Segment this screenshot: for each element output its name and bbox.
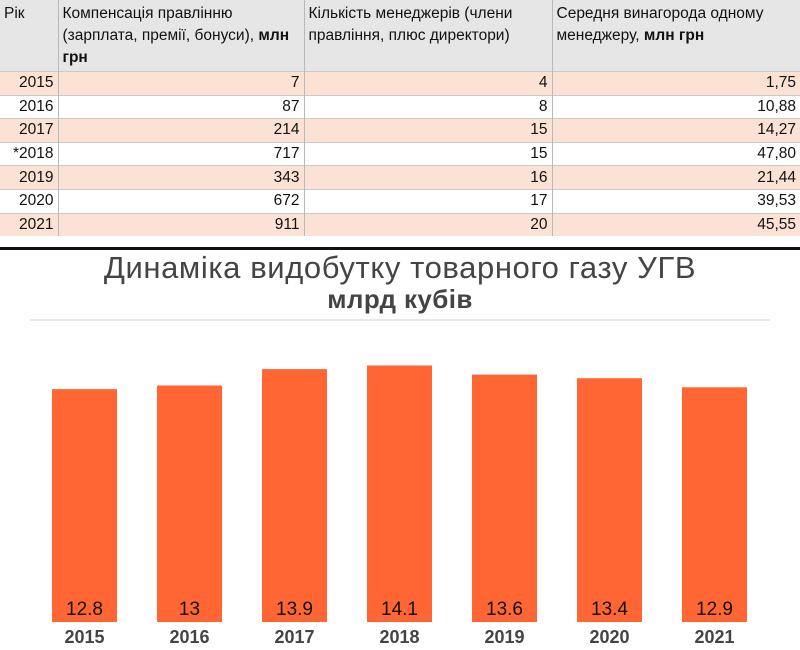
compensation-table: Рік Компенсація правлінню (зарплата, пре…: [0, 0, 800, 237]
x-tick-label: 2021: [694, 627, 734, 647]
chart-subtitle: млрд кубів: [327, 284, 473, 314]
cell-average-reward: 39,53: [552, 188, 800, 214]
cell-managers-count: 16: [304, 165, 553, 190]
bar-2020: [577, 378, 642, 622]
header-compensation: Компенсація правлінню (зарплата, премії,…: [58, 0, 305, 72]
cell-year: 2016: [0, 94, 59, 119]
cell-compensation: 911: [58, 212, 305, 237]
cell-managers-count: 17: [304, 188, 553, 214]
bar-value-label: 13.4: [591, 599, 628, 620]
cell-compensation: 672: [58, 188, 305, 214]
table-row: *2018 717 15 47,80: [0, 141, 800, 166]
bar-2016: [157, 385, 222, 622]
cell-average-reward: 47,80: [552, 141, 800, 166]
table-row: 2021 911 20 45,55: [0, 212, 800, 237]
table-row: 2015 7 4 1,75: [0, 71, 800, 96]
cell-compensation: 717: [58, 141, 305, 166]
cell-average-reward: 45,55: [552, 212, 800, 237]
cell-year: 2019: [0, 165, 59, 190]
table-body: 2015 7 4 1,75 2016 87 8 10,88 2017 214 15 14,27 *201…: [0, 71, 800, 237]
cell-year: 2021: [0, 212, 59, 237]
bar-2021: [682, 387, 747, 622]
bar-value-label: 13.9: [276, 599, 313, 620]
cell-year: 2020: [0, 188, 59, 214]
table-header-row: Рік Компенсація правлінню (зарплата, пре…: [0, 0, 800, 72]
bar-value-label: 12.8: [66, 599, 103, 620]
cell-managers-count: 4: [304, 71, 553, 96]
cell-average-reward: 10,88: [552, 94, 800, 119]
cell-managers-count: 8: [304, 94, 553, 119]
header-year: Рік: [0, 0, 59, 72]
chart-title: Динаміка видобутку товарного газу УГВ: [103, 250, 697, 285]
table-row: 2019 343 16 21,44: [0, 165, 800, 190]
table-row: 2020 672 17 39,53: [0, 188, 800, 214]
x-tick-label: 2015: [64, 627, 104, 647]
compensation-table-container: Рік Компенсація правлінню (зарплата, пре…: [0, 0, 800, 248]
x-tick-label: 2018: [379, 627, 419, 647]
bar-value-label: 14.1: [381, 599, 418, 620]
cell-compensation: 214: [58, 118, 305, 143]
section-divider: [0, 247, 800, 250]
cell-managers-count: 15: [304, 118, 553, 143]
cell-managers-count: 20: [304, 212, 553, 237]
bar-2015: [52, 389, 117, 622]
table-row: 2016 87 8 10,88: [0, 94, 800, 119]
header-managers-count: Кількість менеджерів (члени правління, п…: [304, 0, 553, 72]
bar-value-label: 13: [179, 599, 200, 620]
cell-average-reward: 21,44: [552, 165, 800, 190]
cell-average-reward: 14,27: [552, 118, 800, 143]
cell-managers-count: 15: [304, 141, 553, 166]
bar-value-label: 13.6: [486, 599, 523, 620]
bar-2017: [262, 369, 327, 622]
table-row: 2017 214 15 14,27: [0, 118, 800, 143]
x-tick-label: 2019: [484, 627, 524, 647]
cell-compensation: 343: [58, 165, 305, 190]
x-tick-label: 2016: [169, 627, 209, 647]
bar-2018: [367, 365, 432, 622]
cell-compensation: 87: [58, 94, 305, 119]
bar-value-label: 12.9: [696, 599, 733, 620]
bar-2019: [472, 374, 537, 622]
header-average-reward: Середня винагорода одному менеджеру, млн…: [552, 0, 800, 72]
cell-compensation: 7: [58, 71, 305, 96]
cell-year: *2018: [0, 141, 59, 166]
x-tick-label: 2020: [589, 627, 629, 647]
cell-average-reward: 1,75: [552, 71, 800, 96]
x-tick-label: 2017: [274, 627, 314, 647]
cell-year: 2017: [0, 118, 59, 143]
cell-year: 2015: [0, 71, 59, 96]
